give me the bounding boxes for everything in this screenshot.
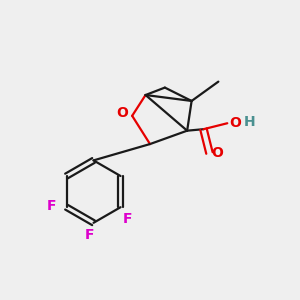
Text: F: F	[84, 228, 94, 242]
Text: F: F	[123, 212, 133, 226]
Text: O: O	[229, 116, 241, 130]
Text: F: F	[46, 199, 56, 213]
Text: H: H	[244, 115, 255, 129]
Text: O: O	[117, 106, 129, 120]
Text: O: O	[211, 146, 223, 160]
